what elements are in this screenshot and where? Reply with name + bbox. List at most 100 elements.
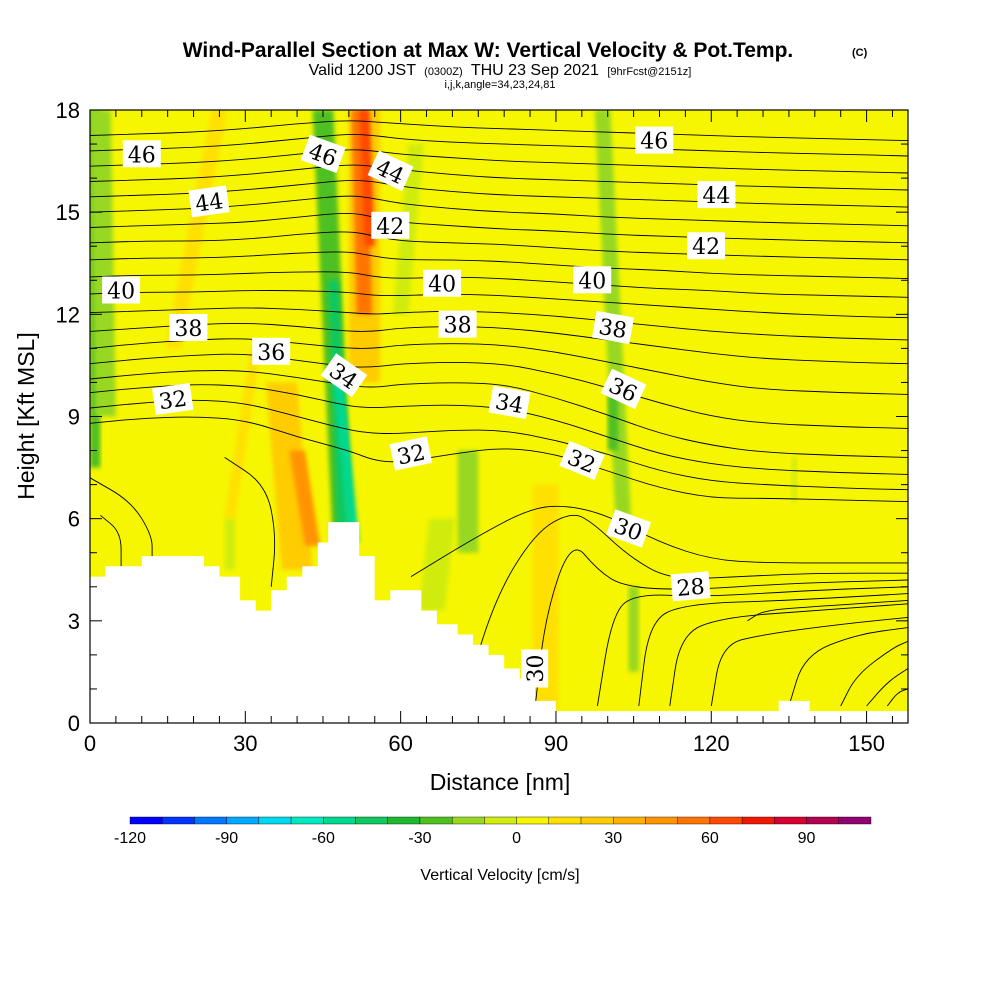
isentrope-line [90,322,908,365]
colorbar-tick-label: -60 [312,830,335,847]
svg-text:32: 32 [395,440,428,470]
velocity-cell [359,110,375,247]
colorbar-swatch [709,816,743,825]
isentrope-line [638,593,908,707]
svg-text:34: 34 [493,390,525,419]
y-tick-label: 15 [56,200,80,225]
colorbar-swatch [355,816,388,825]
colorbar-swatch [838,816,872,825]
svg-text:46: 46 [128,143,156,168]
isentrope-line [90,338,908,395]
terrain [90,522,908,723]
contour-label: 40 [423,269,462,298]
svg-text:40: 40 [578,269,606,294]
velocity-cell [90,110,116,417]
contour-label: 34 [488,385,531,419]
velocity-cell [669,518,691,710]
svg-text:38: 38 [597,315,629,344]
isentrope-line [90,134,908,157]
colorbar-tick-label: -30 [408,830,431,847]
y-tick-label: 0 [68,711,80,736]
contour-label: 40 [102,276,141,305]
velocity-cell [480,110,497,281]
svg-text:32: 32 [157,387,188,416]
contour-label: 38 [591,310,635,344]
isentrope-line [669,603,908,707]
contour-label: 38 [438,310,477,339]
colorbar-swatch [323,816,356,825]
velocity-cell [773,620,815,710]
contour-label: 30 [521,649,549,688]
x-axis: 0 30 60 90 120 150 [84,110,893,756]
contour-label: 32 [559,440,605,480]
svg-text:42: 42 [692,235,720,260]
colorbar-swatch [516,816,550,825]
contour-label: 40 [573,266,612,294]
contour-label: 44 [697,181,736,209]
isentrope-line [710,616,908,707]
colorbar-tick-label: -90 [215,830,238,847]
contour-label: 46 [300,134,346,174]
svg-text:44: 44 [194,189,225,218]
svg-text:36: 36 [257,341,285,366]
isentrope-line [90,149,908,174]
velocity-cell [791,457,797,502]
isentrope-line [90,307,908,341]
copyright-mark: (C) [852,47,868,59]
valid-utc: (0300Z) [424,66,463,78]
svg-text:28: 28 [676,575,706,602]
x-tick-label: 60 [388,731,412,756]
colorbar-tick-label: 90 [798,830,816,847]
svg-text:30: 30 [524,655,549,683]
isentrope-line [596,586,908,707]
isentrope-line [886,688,908,707]
valid-time: Valid 1200 JST [309,62,417,79]
isentrope-line [90,477,153,557]
colorbar-swatch [194,816,227,825]
isentrope-line [100,514,122,567]
colorbar-tick-label: 60 [701,830,719,847]
y-tick-label: 3 [68,609,80,634]
isentrope-line [224,457,276,587]
svg-text:40: 40 [428,273,456,298]
x-tick-label: 90 [544,731,568,756]
contour-label: 44 [188,185,230,218]
velocity-cell [418,518,455,611]
contour-label: 42 [371,211,410,240]
isentrope-line [462,514,908,707]
contour-label: 42 [687,232,726,260]
colorbar-swatch [258,816,292,825]
colorbar: -120 -90 -60 -30 0 30 60 90 [114,816,872,847]
contour-label: 28 [670,571,711,602]
colorbar-tick-label: 30 [604,830,622,847]
colorbar-swatch [580,816,614,825]
contour-label: 32 [152,382,194,416]
y-tick-label: 6 [68,507,80,532]
isentrope-line [90,384,908,475]
colorbar-swatch [226,816,260,825]
isentrope-lines [90,120,908,707]
velocity-cell [289,450,321,546]
svg-text:40: 40 [107,280,135,305]
isentrope-line [90,120,908,142]
grid-indices: i,j,k,angle=34,23,24,81 [444,79,555,91]
colorbar-tick-label: 0 [512,830,521,847]
colorbar-swatch [451,816,485,825]
x-tick-label: 0 [84,731,96,756]
isentrope-line [90,353,908,429]
colorbar-swatch [290,816,324,825]
contour-label: 46 [122,140,161,168]
y-axis-title: Height [Kft MSL] [13,332,39,499]
chart-title: Wind-Parallel Section at Max W: Vertical… [183,39,794,62]
isentrope-line [534,549,908,707]
velocity-cell [628,586,639,672]
isentrope-line [90,251,908,280]
x-tick-label: 120 [693,731,730,756]
colorbar-swatch [677,816,711,825]
valid-date: THU 23 Sep 2021 [471,62,599,79]
x-axis-title: Distance [nm] [430,769,571,795]
